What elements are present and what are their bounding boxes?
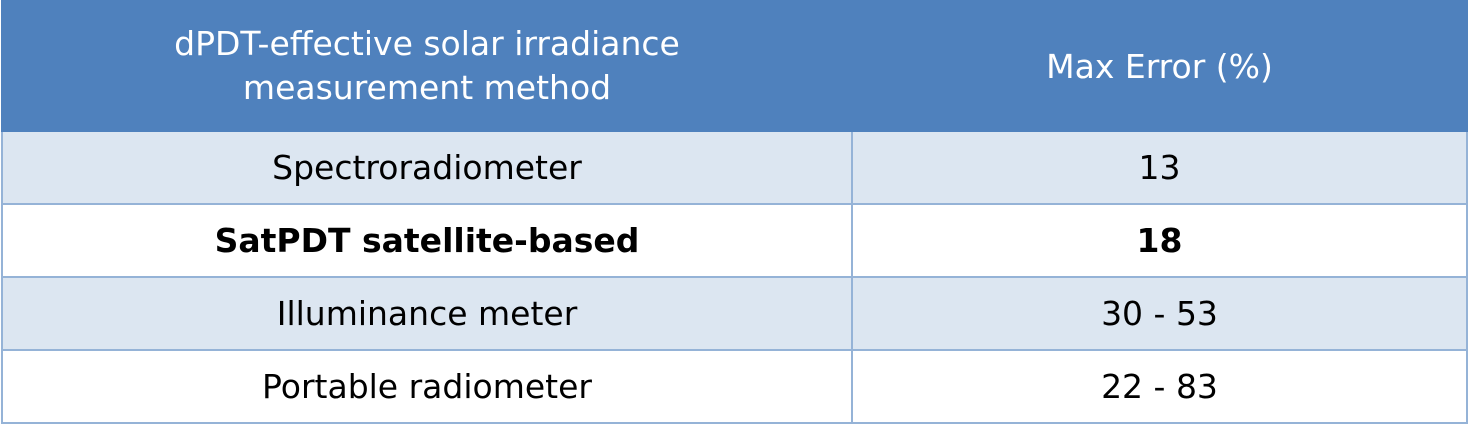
method-cell: SatPDT satellite-based [1, 203, 853, 278]
error-cell: 22 - 83 [851, 349, 1468, 424]
method-cell: Spectroradiometer [1, 130, 853, 205]
table-row: Illuminance meter 30 - 53 [1, 276, 1468, 351]
error-cell: 13 [851, 130, 1468, 205]
table-row: SatPDT satellite-based 18 [1, 203, 1468, 278]
header-cell: dPDT-effective solar irradiance measurem… [1, 0, 853, 132]
header-text: dPDT-effective solar irradiance measurem… [174, 24, 680, 107]
error-cell: 30 - 53 [851, 276, 1468, 351]
header-cell: Max Error (%) [851, 0, 1468, 132]
table-row: Portable radiometer 22 - 83 [1, 349, 1468, 424]
table-row: Spectroradiometer 13 [1, 130, 1468, 205]
method-cell: Illuminance meter [1, 276, 853, 351]
error-cell: 18 [851, 203, 1468, 278]
header-row: dPDT-effective solar irradiance measurem… [1, 0, 1468, 132]
method-cell: Portable radiometer [1, 349, 853, 424]
